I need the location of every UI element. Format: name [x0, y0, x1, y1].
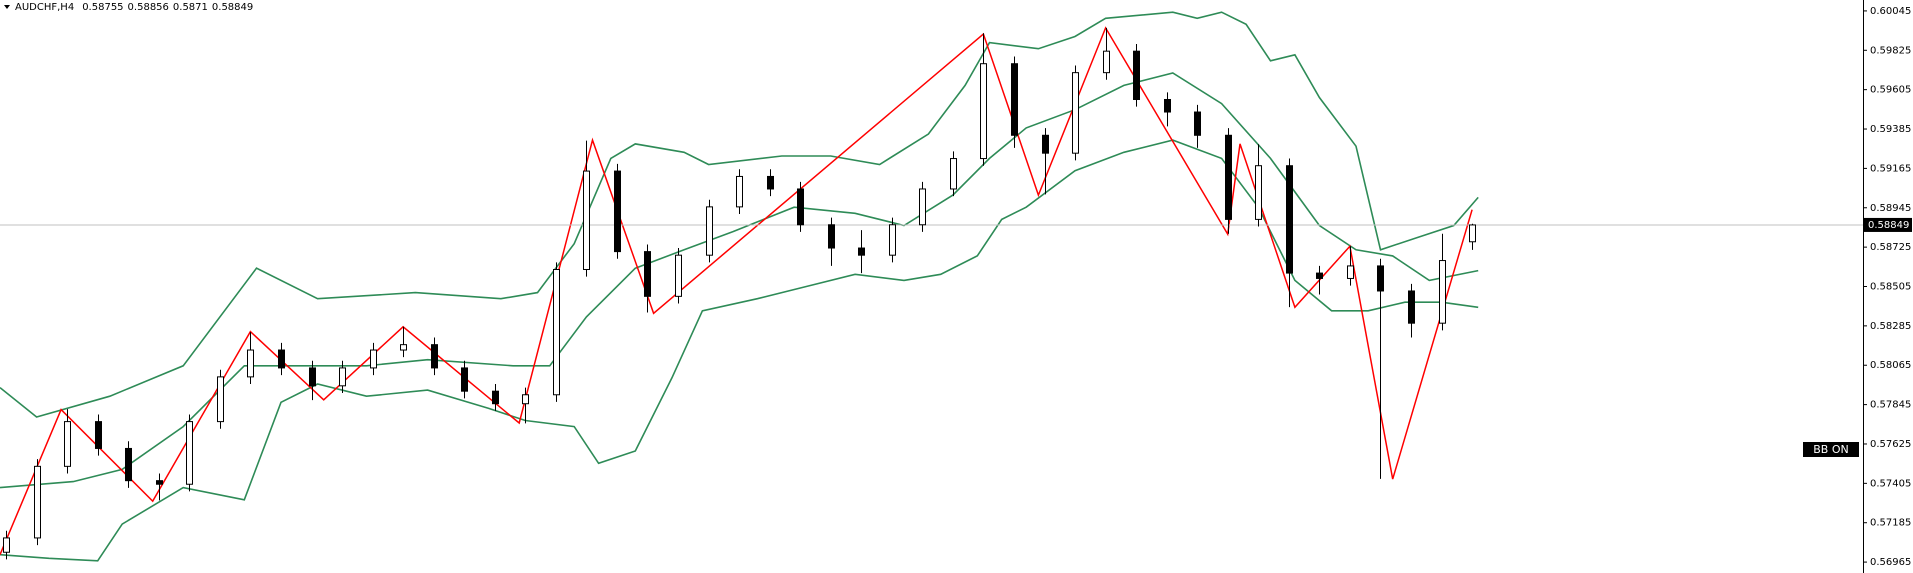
label-layer: AUDCHF,H4 0.58755 0.58856 0.5871 0.58849 0.6…	[15, 2, 1912, 568]
candle-body	[950, 158, 957, 190]
ohlc-open: 0.58755	[82, 2, 123, 13]
candle-body	[1011, 63, 1018, 136]
zigzag-line	[0, 26, 1473, 555]
y-tick-label: 0.58285	[1870, 321, 1911, 332]
candle-body	[767, 175, 774, 190]
y-tick-label: 0.59165	[1870, 163, 1911, 174]
y-tick-label: 0.57185	[1870, 518, 1911, 529]
y-tick-label: 0.57625	[1870, 439, 1911, 450]
ohlc-high: 0.58856	[128, 2, 169, 13]
candle-body	[1377, 265, 1384, 292]
y-tick-label: 0.59825	[1870, 45, 1911, 56]
band-line	[0, 72, 1479, 489]
candle-body	[1286, 165, 1293, 274]
candle-body	[3, 537, 10, 553]
y-tick-label: 0.58505	[1870, 282, 1911, 293]
candle-body	[1042, 134, 1049, 154]
candle-body	[492, 390, 499, 405]
indicator-layer	[0, 11, 1863, 562]
y-tick-label: 0.59385	[1870, 124, 1911, 135]
candle-body	[217, 376, 224, 423]
candle-body	[64, 421, 71, 467]
candle-body	[1133, 50, 1140, 100]
candle-body	[1469, 224, 1476, 243]
candle-body	[828, 224, 835, 249]
y-tick-label: 0.60045	[1870, 6, 1911, 17]
candle-body	[34, 465, 41, 539]
candle-body	[919, 188, 926, 226]
y-tick-label: 0.57845	[1870, 400, 1911, 411]
candle-body	[247, 349, 254, 378]
symbol: AUDCHF,H4	[15, 2, 74, 13]
symbol-title: AUDCHF,H4 0.58755 0.58856 0.5871 0.58849	[15, 2, 253, 13]
candle-body	[706, 206, 713, 256]
badge-box	[1803, 442, 1859, 457]
candle-body	[1225, 134, 1232, 220]
candle-body	[125, 447, 132, 482]
candle-body	[1316, 272, 1323, 279]
candle-body	[522, 394, 529, 405]
current-price-label: 0.58849	[1868, 220, 1909, 231]
candle-body	[889, 224, 896, 256]
candle-body	[461, 367, 468, 392]
candle-body	[400, 344, 407, 351]
candle-body	[339, 367, 346, 387]
menu-arrow[interactable]	[4, 5, 10, 9]
candle-body	[1408, 290, 1415, 324]
candle-body	[278, 349, 285, 369]
candle-body	[675, 254, 682, 297]
candle-body	[980, 63, 987, 160]
candle-body	[797, 188, 804, 226]
y-tick-label: 0.58945	[1870, 203, 1911, 214]
band-line	[0, 139, 1479, 562]
candle-body	[553, 268, 560, 396]
candle-body	[583, 170, 590, 270]
y-tick-label: 0.59605	[1870, 85, 1911, 96]
candle-body	[370, 349, 377, 369]
candle-body	[1072, 72, 1079, 154]
band-line	[0, 11, 1479, 418]
candle-body	[1103, 50, 1110, 74]
candle-body	[431, 344, 438, 369]
candle-body	[614, 170, 621, 253]
y-tick-label: 0.57405	[1870, 478, 1911, 489]
candle-body	[1255, 165, 1262, 220]
candle-body	[309, 367, 316, 387]
y-tick-label: 0.56965	[1870, 557, 1911, 568]
candle-body	[1347, 265, 1354, 279]
y-tick-label: 0.58725	[1870, 242, 1911, 253]
candle-body	[1164, 98, 1171, 113]
badge-label: BB ON	[1813, 443, 1848, 456]
candle-body	[1194, 111, 1201, 136]
candle-layer	[3, 27, 1476, 560]
current-price-box	[1864, 217, 1912, 232]
candle-body	[95, 421, 102, 449]
y-tick-label: 0.58065	[1870, 360, 1911, 371]
candle-body	[1439, 260, 1446, 324]
candle-body	[156, 480, 163, 485]
candle-body	[736, 175, 743, 208]
candle-body	[186, 421, 193, 485]
ohlc-low: 0.5871	[173, 2, 208, 13]
candle-body	[644, 251, 651, 297]
candle-body	[858, 247, 865, 256]
ohlc-close: 0.58849	[212, 2, 253, 13]
